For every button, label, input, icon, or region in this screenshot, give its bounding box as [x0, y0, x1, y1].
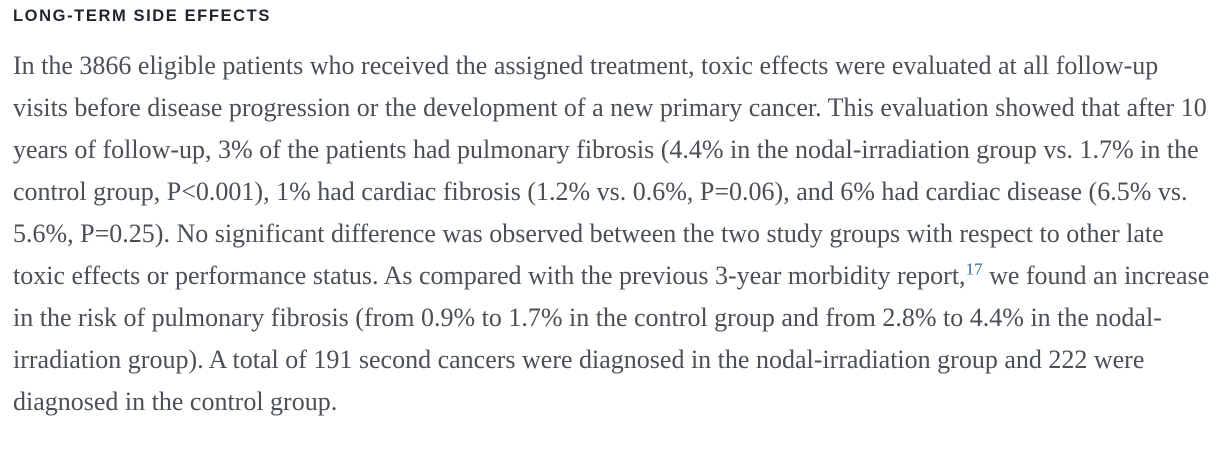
- paragraph-text-before-citation: In the 3866 eligible patients who receiv…: [13, 51, 1207, 290]
- section-paragraph: In the 3866 eligible patients who receiv…: [13, 45, 1215, 423]
- citation-reference-link[interactable]: 17: [965, 259, 983, 279]
- paragraph-text-after-citation: we found an increase in the risk of pulm…: [13, 261, 1210, 416]
- section-heading: LONG-TERM SIDE EFFECTS: [13, 7, 271, 25]
